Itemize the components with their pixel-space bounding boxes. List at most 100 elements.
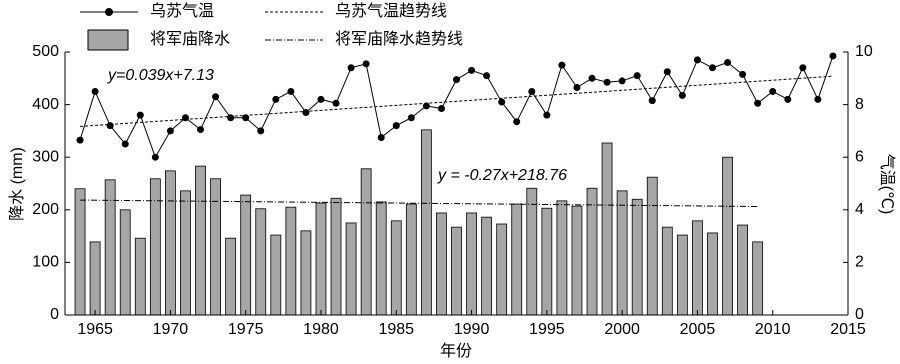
point [302,108,310,116]
point [227,114,235,122]
x-tick-label: 2015 [830,321,866,338]
bar [556,200,568,316]
y2-tick-label: 10 [855,43,873,60]
point [407,114,415,122]
point [633,72,641,80]
line [80,75,833,127]
bar [481,216,493,316]
point [573,84,581,92]
bar [89,241,101,316]
bar [526,187,538,316]
bar [300,230,312,316]
bar [360,168,372,316]
annotation: y=0.039x+7.13 [107,67,214,84]
legend-label: 将军庙降水趋势线 [335,30,463,48]
x-tick-label: 2005 [680,321,716,338]
legend-marker [105,8,113,16]
y-tick-label: 300 [32,148,59,165]
x-tick-label: 2000 [604,321,640,338]
point [814,95,822,103]
bar [707,232,718,316]
bar [737,224,748,316]
bar [225,237,237,316]
point [317,95,325,103]
y2-tick-label: 2 [855,254,864,271]
bar [315,202,327,316]
bar [119,209,131,316]
y2-axis-label: 气温(℃) [878,154,896,215]
point [558,61,566,69]
y-tick-label: 500 [32,43,59,60]
point [588,74,596,82]
bar [586,187,598,316]
x-axis-label: 年份 [440,342,472,360]
point [166,127,174,135]
point [242,114,250,122]
point [799,64,807,72]
y2-tick-label: 8 [855,96,864,113]
point [648,97,656,105]
bar [752,241,764,316]
point [332,99,340,107]
point [603,78,611,86]
x-tick-label: 1975 [228,321,264,338]
x-tick-label: 1970 [153,321,189,338]
point [272,95,280,103]
point [498,98,506,106]
point [784,95,792,103]
bar [420,129,432,316]
bar [466,212,477,316]
point [197,126,205,134]
point [76,136,84,144]
bar [134,237,146,316]
bar [195,165,206,316]
bar [345,222,357,316]
y-tick-label: 100 [32,254,59,271]
x-tick-label: 1995 [529,321,565,338]
bar [616,190,628,316]
bar [375,201,387,316]
bar [722,156,733,316]
bar [496,223,508,316]
bar [692,220,703,316]
bar [149,178,161,316]
bar [511,203,523,316]
legend-label: 将军庙降水 [150,30,230,48]
bar [165,170,176,316]
bar [255,208,267,316]
point [528,87,536,95]
bar [646,176,658,316]
point [392,122,400,130]
point [377,133,385,141]
annotation: y = -0.27x+218.76 [437,167,567,184]
point [693,56,701,64]
y-tick-label: 200 [32,201,59,218]
point [708,64,716,72]
y-tick-label: 0 [50,306,59,323]
y-tick-label: 400 [32,96,59,113]
point [483,72,491,80]
legend-label: 乌苏气温 [150,2,214,20]
legend-label: 乌苏气温趋势线 [335,2,447,20]
bar [436,212,447,316]
point [422,102,430,110]
bar [210,178,221,316]
bar [661,226,673,316]
bar [571,205,583,316]
bar [405,203,417,316]
point [287,87,295,95]
bar [631,198,643,316]
x-tick-label: 2010 [755,321,791,338]
bar [180,190,191,316]
bar [74,188,86,316]
bar [601,142,613,316]
y-axis-label: 降水 (mm) [8,147,26,221]
legend-swatch [87,29,129,51]
point [437,105,445,113]
point [739,70,747,78]
bar [676,234,688,316]
point [362,60,370,68]
y2-tick-label: 4 [855,201,864,218]
bar [270,234,282,316]
